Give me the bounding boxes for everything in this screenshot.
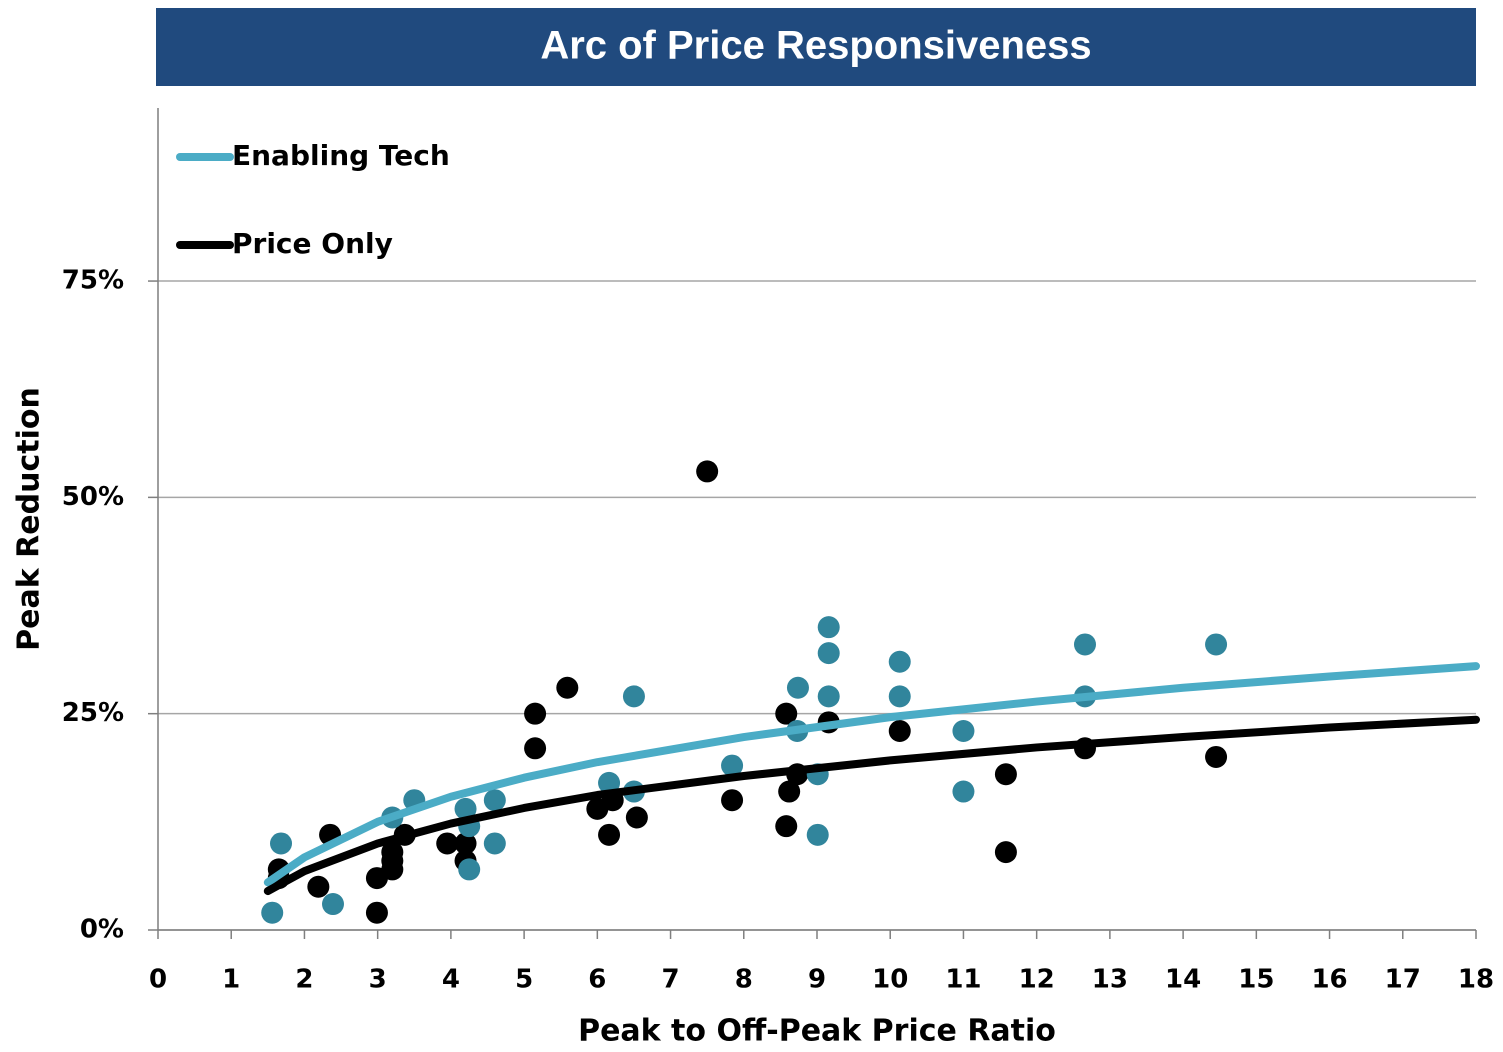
fit-line	[263, 662, 1480, 887]
x-tick-label: 9	[808, 965, 826, 995]
x-tick-label: 6	[588, 965, 606, 995]
point	[270, 832, 293, 855]
x-tick-label: 18	[1458, 965, 1494, 995]
point	[454, 797, 477, 820]
point	[817, 642, 840, 665]
point	[817, 616, 840, 639]
point	[696, 460, 719, 483]
point	[524, 702, 547, 725]
x-axis-label: Peak to Off-Peak Price Ratio	[578, 1014, 1056, 1049]
point	[622, 685, 645, 708]
y-tick-label: 0%	[80, 915, 124, 945]
point	[888, 685, 911, 708]
legend-label: Price Only	[232, 227, 393, 260]
point	[1073, 633, 1096, 656]
x-tick-label: 4	[442, 965, 460, 995]
point	[483, 832, 506, 855]
x-tick-label: 11	[945, 965, 981, 995]
chart-title: Arc of Price Responsiveness	[540, 24, 1091, 68]
x-tick-label: 3	[369, 965, 387, 995]
point	[524, 737, 547, 760]
point	[556, 676, 579, 699]
x-tick-label: 14	[1165, 965, 1201, 995]
point	[454, 832, 477, 855]
point	[952, 780, 975, 803]
point	[778, 780, 801, 803]
point	[381, 858, 404, 881]
fit-line	[263, 715, 1480, 896]
point	[888, 650, 911, 673]
x-tick-label: 0	[149, 965, 167, 995]
point	[598, 823, 621, 846]
point	[775, 702, 798, 725]
x-tick-label: 17	[1385, 965, 1421, 995]
point	[806, 823, 829, 846]
point	[1205, 745, 1228, 768]
point	[888, 719, 911, 742]
y-axis-label: Peak Reduction	[12, 387, 47, 651]
x-tick-label: 13	[1092, 965, 1128, 995]
point	[721, 754, 744, 777]
x-tick-label: 12	[1019, 965, 1055, 995]
point	[625, 806, 648, 829]
point	[436, 832, 459, 855]
point	[322, 893, 345, 916]
point	[952, 719, 975, 742]
point	[365, 901, 388, 924]
x-tick-label: 5	[515, 965, 533, 995]
x-tick-label: 15	[1238, 965, 1274, 995]
y-tick-label: 25%	[62, 698, 124, 728]
point	[786, 676, 809, 699]
legend-label: Enabling Tech	[232, 139, 450, 172]
point	[598, 771, 621, 794]
y-tick-label: 75%	[62, 266, 124, 296]
point	[261, 901, 284, 924]
point	[483, 789, 506, 812]
x-tick-label: 16	[1311, 965, 1347, 995]
x-tick-label: 2	[295, 965, 313, 995]
point	[458, 858, 481, 881]
point	[721, 789, 744, 812]
point	[994, 841, 1017, 864]
x-tick-label: 1	[222, 965, 240, 995]
point	[307, 875, 330, 898]
point	[775, 815, 798, 838]
x-tick-label: 7	[662, 965, 680, 995]
x-tick-label: 8	[735, 965, 753, 995]
point	[1205, 633, 1228, 656]
point	[994, 763, 1017, 786]
y-tick-label: 50%	[62, 482, 124, 512]
title-bar	[156, 8, 1476, 86]
point	[817, 685, 840, 708]
x-tick-label: 10	[872, 965, 908, 995]
